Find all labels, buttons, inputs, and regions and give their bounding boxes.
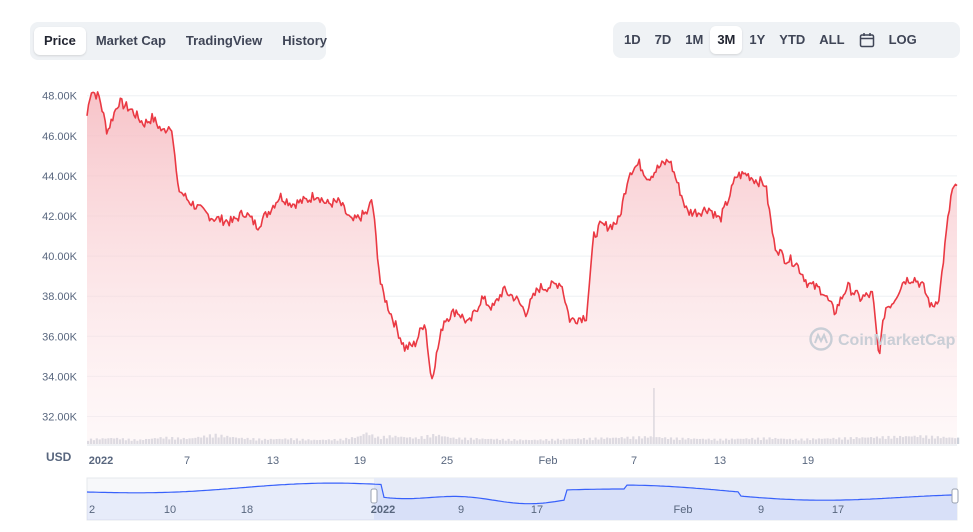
- range-ytd-button[interactable]: YTD: [779, 32, 806, 47]
- range-1d-button[interactable]: 1D: [624, 32, 641, 47]
- x-tick-label: 7: [184, 455, 190, 467]
- watermark-text: CoinMarketCap: [838, 332, 956, 349]
- navigator-handle[interactable]: [370, 488, 378, 504]
- coinmarketcap-watermark: CoinMarketCap: [809, 327, 956, 351]
- navigator-tick-label: Feb: [674, 504, 693, 516]
- time-range-selector: 1D 7D 1M 3M 1Y YTD ALL LOG: [613, 22, 960, 58]
- x-tick-label: 2022: [89, 455, 113, 467]
- navigator-line: [86, 482, 958, 505]
- x-tick-label: Feb: [539, 455, 558, 467]
- range-all-button[interactable]: ALL: [819, 32, 845, 47]
- log-scale-button[interactable]: LOG: [888, 32, 917, 47]
- navigator-tick-label: 10: [164, 504, 176, 516]
- tab-price[interactable]: Price: [34, 27, 86, 55]
- navigator-tick-label: 9: [758, 504, 764, 516]
- x-tick-label: 19: [802, 455, 814, 467]
- navigator-tick-label: 2022: [371, 504, 395, 516]
- price-area: [87, 91, 957, 445]
- range-7d-button[interactable]: 7D: [654, 32, 672, 47]
- y-axis: 32.00K 34.00K 36.00K 38.00K 40.00K 42.00K 44.0…: [42, 91, 78, 424]
- y-tick-label: 40.00K: [42, 251, 78, 263]
- tab-market-cap[interactable]: Market Cap: [95, 33, 166, 48]
- x-tick-label: 7: [631, 455, 637, 467]
- x-tick-label: 19: [354, 455, 366, 467]
- navigator-handle[interactable]: [951, 488, 959, 504]
- navigator-tick-label: 18: [241, 504, 253, 516]
- x-tick-label: 13: [267, 455, 279, 467]
- tab-history[interactable]: History: [282, 33, 328, 48]
- y-tick-label: 46.00K: [42, 131, 78, 143]
- navigator-tick-label: 17: [832, 504, 844, 516]
- price-line: [86, 91, 958, 380]
- volume-bar: [957, 437, 960, 444]
- navigator-area: [87, 483, 957, 520]
- y-tick-label: 36.00K: [42, 331, 78, 343]
- range-1y-button[interactable]: 1Y: [749, 32, 766, 47]
- chart-type-tabs: Price Market Cap TradingView History: [30, 22, 327, 60]
- range-1m-button[interactable]: 1M: [685, 32, 704, 47]
- y-tick-label: 44.00K: [42, 171, 78, 183]
- y-tick-label: 48.00K: [42, 91, 78, 103]
- navigator-tick-label: 9: [458, 504, 464, 516]
- y-tick-label: 38.00K: [42, 291, 78, 303]
- y-tick-label: 32.00K: [42, 412, 78, 424]
- tab-tradingview[interactable]: TradingView: [185, 33, 263, 48]
- x-tick-label: 13: [714, 455, 726, 467]
- navigator-tick-label: 2: [89, 504, 95, 516]
- x-axis: 2022 7 13 19 25 Feb 7 13 19: [87, 444, 957, 467]
- calendar-icon[interactable]: [852, 26, 882, 54]
- currency-label: USD: [46, 450, 72, 464]
- coinmarketcap-logo-icon: [809, 327, 833, 351]
- navigator-tick-label: 17: [531, 504, 543, 516]
- y-tick-label: 42.00K: [42, 211, 78, 223]
- x-tick-label: 25: [441, 455, 453, 467]
- y-tick-label: 34.00K: [42, 371, 78, 383]
- range-3m-button[interactable]: 3M: [710, 26, 743, 54]
- range-navigator[interactable]: 2 10 18 2022 9 17 Feb 9 17: [86, 477, 959, 521]
